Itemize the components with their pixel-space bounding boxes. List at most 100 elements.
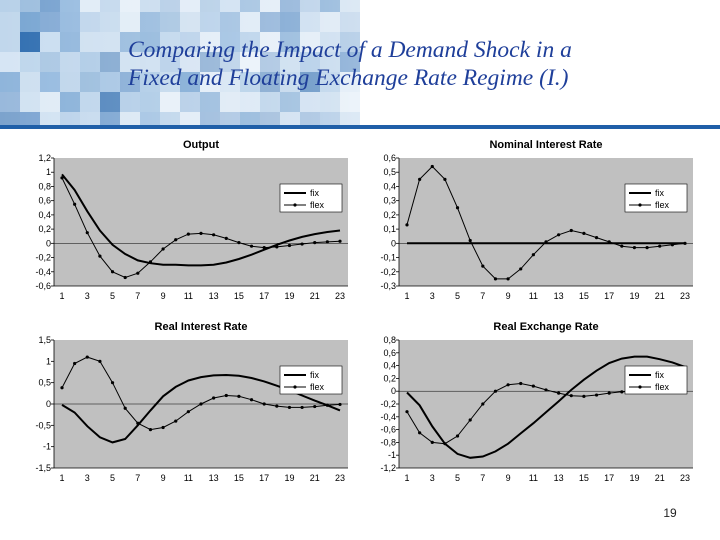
x-tick-label: 17 xyxy=(259,473,269,483)
data-point-flex xyxy=(645,246,649,250)
x-tick-label: 15 xyxy=(579,473,589,483)
y-tick-label: -0,4 xyxy=(380,412,396,422)
x-tick-label: 11 xyxy=(184,473,193,483)
x-tick-label: 17 xyxy=(259,291,269,301)
data-point-flex xyxy=(620,390,624,394)
data-point-flex xyxy=(186,232,190,236)
x-tick-label: 1 xyxy=(404,473,409,483)
data-point-flex xyxy=(110,270,115,274)
data-point-flex xyxy=(430,164,434,169)
data-point-flex xyxy=(262,402,266,406)
data-point-flex xyxy=(519,267,523,271)
series-line-fix xyxy=(61,173,341,267)
nominal-interest-rate-chart: Nominal Interest Rate 0,6 0,5 0,4 0,3 0,2 0,1 0… xyxy=(365,134,700,304)
x-tick-label: 1 xyxy=(59,291,64,301)
y-tick-label: -0,3 xyxy=(380,281,396,291)
data-point-flex xyxy=(186,410,190,414)
x-tick-label: 7 xyxy=(480,473,485,483)
chart-title: Output xyxy=(183,139,219,151)
legend-label-flex: flex xyxy=(310,382,325,392)
data-point-flex xyxy=(506,277,510,281)
y-tick-label: -0,6 xyxy=(35,281,51,291)
data-point-flex xyxy=(199,231,203,235)
data-point-flex xyxy=(161,425,165,430)
x-tick-label: 3 xyxy=(430,291,435,301)
data-point-flex xyxy=(110,381,115,385)
title-divider xyxy=(0,125,720,129)
data-point-flex xyxy=(531,384,535,388)
data-point-flex xyxy=(569,228,573,233)
data-point-flex xyxy=(174,238,178,242)
data-point-flex xyxy=(136,421,140,425)
y-tick-label: 0,6 xyxy=(38,196,51,206)
data-point-flex xyxy=(481,402,485,406)
data-point-flex xyxy=(544,388,548,392)
data-point-flex xyxy=(123,406,127,410)
data-point-flex xyxy=(468,238,472,243)
data-point-flex xyxy=(224,393,228,398)
y-tick-label: 0,8 xyxy=(38,181,51,191)
x-tick-label: 11 xyxy=(529,291,538,301)
data-point-flex xyxy=(85,231,89,235)
series-line-fix xyxy=(406,355,686,459)
x-tick-label: 23 xyxy=(680,473,690,483)
data-point-flex xyxy=(519,381,523,386)
y-tick-label: 0,5 xyxy=(383,167,396,177)
y-tick-label: 0,2 xyxy=(383,210,396,220)
x-tick-label: 5 xyxy=(455,291,460,301)
data-point-flex xyxy=(443,177,447,181)
x-tick-label: 3 xyxy=(430,473,435,483)
data-point-flex xyxy=(594,393,599,397)
data-point-flex xyxy=(325,403,329,407)
data-point-flex xyxy=(506,383,510,387)
y-tick-label: 1,2 xyxy=(38,153,51,163)
data-point-flex xyxy=(73,202,77,206)
legend-box xyxy=(279,365,343,395)
x-tick-label: 15 xyxy=(579,291,589,301)
data-point-flex xyxy=(418,431,422,435)
x-tick-label: 17 xyxy=(604,473,614,483)
real-exchange-rate-chart: Real Exchange Rate 0,8 0,6 0,4 0,2 0 -0,2 -0,4 -… xyxy=(365,316,700,486)
legend-label-flex: flex xyxy=(655,382,670,392)
x-tick-label: 19 xyxy=(629,473,639,483)
y-tick-label: -1,5 xyxy=(35,463,51,473)
x-tick-label: 7 xyxy=(480,291,485,301)
data-point-flex xyxy=(73,361,77,366)
title-mosaic-background xyxy=(0,0,720,125)
data-point-flex xyxy=(212,233,216,237)
x-tick-label: 5 xyxy=(455,473,460,483)
data-point-flex xyxy=(313,241,317,245)
slide-title-line-1: Comparing the Impact of a Demand Shock i… xyxy=(128,37,572,63)
data-point-flex xyxy=(148,428,153,432)
plot-area xyxy=(399,158,693,286)
data-point-flex xyxy=(174,419,178,423)
x-tick-label: 21 xyxy=(310,291,320,301)
y-tick-label: -0,2 xyxy=(380,399,396,409)
data-point-flex xyxy=(493,389,498,393)
x-tick-label: 17 xyxy=(604,291,614,301)
x-tick-label: 19 xyxy=(284,473,294,483)
data-point-flex xyxy=(569,394,573,398)
data-point-flex xyxy=(468,418,472,422)
x-tick-label: 1 xyxy=(404,291,409,301)
data-point-flex xyxy=(443,442,447,446)
y-tick-label: 1,5 xyxy=(38,335,51,345)
y-tick-label: 0 xyxy=(391,238,396,248)
y-tick-label: 0,4 xyxy=(383,361,396,371)
legend-marker-flex xyxy=(293,203,297,207)
x-tick-label: 23 xyxy=(680,291,690,301)
data-point-flex xyxy=(85,355,89,359)
y-tick-label: 0,3 xyxy=(383,196,396,206)
data-point-flex xyxy=(262,246,266,250)
y-tick-label: 0,5 xyxy=(38,378,51,388)
x-tick-label: 19 xyxy=(284,291,294,301)
y-tick-label: 0,4 xyxy=(38,210,51,220)
data-point-flex xyxy=(338,402,342,407)
y-tick-label: 0,6 xyxy=(383,348,396,358)
data-point-flex xyxy=(582,394,586,398)
legend-label-fix: fix xyxy=(655,370,665,380)
data-point-flex xyxy=(287,405,292,410)
data-point-flex xyxy=(658,244,662,248)
x-tick-label: 5 xyxy=(110,291,115,301)
x-tick-label: 13 xyxy=(209,291,219,301)
